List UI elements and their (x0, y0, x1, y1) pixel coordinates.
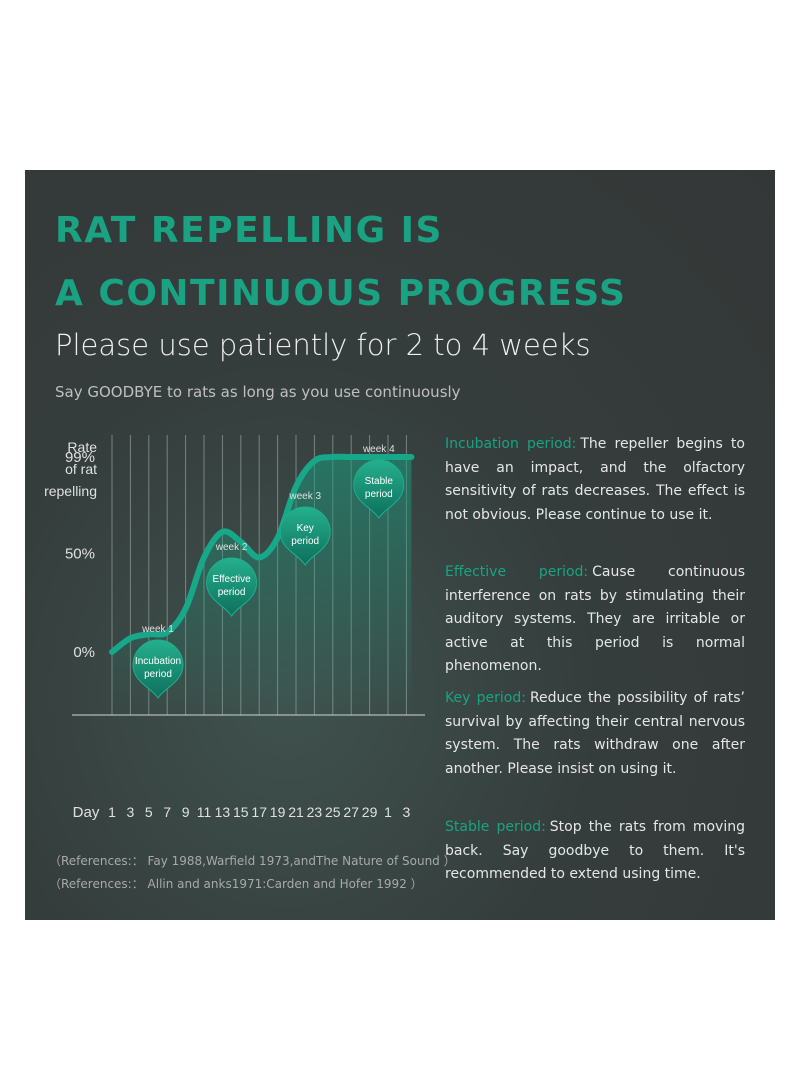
x-tick-label: 3 (127, 804, 135, 820)
x-tick-label: 3 (403, 804, 411, 820)
infographic-panel: RAT REPELLING IS A CONTINUOUS PROGRESS P… (25, 170, 775, 920)
annotation-label-line: Stable (365, 476, 394, 487)
description-text: Stop the rats from moving back. Say good… (445, 819, 745, 882)
description-label: Effective period: (445, 564, 589, 580)
x-tick-label: 25 (325, 804, 341, 820)
annotation-marker (206, 557, 258, 617)
x-tick-label: 1 (384, 804, 392, 820)
x-tick-label: 23 (307, 804, 323, 820)
x-tick-label: 19 (270, 804, 286, 820)
annotation-label-line: period (144, 669, 172, 680)
y-tick-label: 99% (65, 449, 95, 466)
y-tick-label: 0% (73, 644, 95, 661)
stable-description: Stable period: Stop the rats from moving … (445, 816, 745, 887)
x-tick-label: 7 (163, 804, 171, 820)
x-tick-label: 17 (251, 804, 267, 820)
annotation-label-line: period (291, 536, 319, 547)
annotation-label-line: Effective (213, 574, 252, 585)
x-tick-label: 15 (233, 804, 249, 820)
annotation-label-line: period (365, 489, 393, 500)
week-label: week 1 (141, 624, 174, 635)
x-tick-label: 1 (108, 804, 116, 820)
week-label: week 2 (215, 542, 248, 553)
week-label: week 3 (288, 491, 321, 502)
description-text: Reduce the possibility of rats’ survival… (445, 690, 745, 777)
series-line (109, 453, 415, 655)
x-tick-label: 11 (197, 804, 212, 820)
annotation-label-line: Incubation (135, 656, 181, 667)
annotation-marker (279, 506, 331, 566)
annotation-marker (353, 459, 405, 519)
area-fill (112, 456, 412, 715)
x-tick-label: 27 (343, 804, 359, 820)
effective-description: Effective period: Cause continuous interf… (445, 561, 745, 679)
title-line-1: RAT REPELLING IS (55, 210, 443, 251)
annotation-marker (132, 639, 184, 699)
tagline: Say GOODBYE to rats as long as you use c… (55, 383, 461, 401)
x-tick-label: 5 (145, 804, 153, 820)
title-line-2: A CONTINUOUS PROGRESS (55, 273, 627, 314)
reference-line: （References:： Allin and anks1971:Carden … (49, 877, 423, 891)
y-axis-label-line: of rat (65, 461, 97, 477)
y-tick-label: 50% (65, 546, 95, 563)
y-axis-label-line: Rate (67, 439, 97, 455)
reference-line: （References:： Fay 1988,Warfield 1973,and… (49, 854, 456, 868)
x-tick-label: 21 (288, 804, 304, 820)
annotation-label-line: Key (297, 523, 314, 534)
incubation-description: Incubation period: The repeller begins to… (445, 433, 745, 527)
y-axis-label-line: repelling (44, 483, 97, 499)
subtitle: Please use patiently for 2 to 4 weeks (55, 328, 591, 362)
x-axis-label: Day (73, 804, 100, 821)
description-label: Incubation period: (445, 436, 577, 452)
description-text: Cause continuous interference on rats by… (445, 564, 746, 674)
week-label: week 4 (362, 444, 395, 455)
key-description: Key period: Reduce the possibility of rat… (445, 687, 745, 781)
references: （References:： Fay 1988,Warfield 1973,and… (49, 850, 456, 896)
description-label: Stable period: (445, 819, 546, 835)
x-tick-label: 13 (215, 804, 231, 820)
annotation-label-line: period (218, 587, 246, 598)
description-text: The repeller begins to have an impact, a… (445, 436, 745, 523)
x-tick-label: 29 (362, 804, 378, 820)
x-tick-label: 9 (182, 804, 190, 820)
description-label: Key period: (445, 690, 526, 706)
